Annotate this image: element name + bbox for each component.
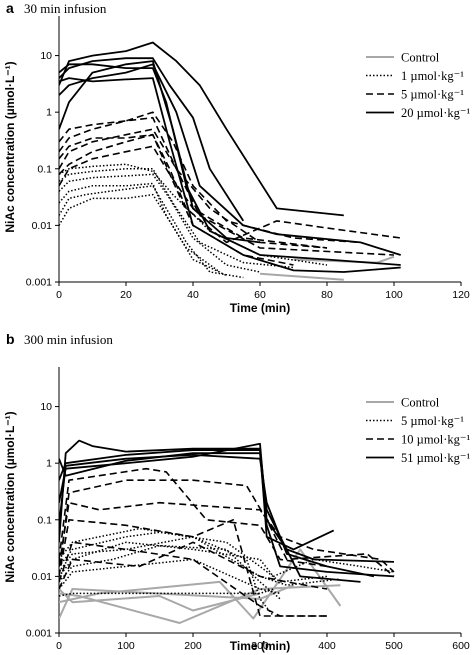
y-tick-label: 0.1 (37, 163, 52, 175)
legend-label-3: 51 µmol·kg⁻¹ (401, 451, 471, 465)
series-line-16 (59, 541, 328, 590)
y-tick-label: 1 (46, 458, 52, 470)
y-tick-label: 1 (46, 107, 52, 119)
series-line-0 (259, 272, 344, 281)
series-line-12 (59, 501, 395, 573)
series-line-2 (59, 185, 244, 279)
x-tick-label: 100 (117, 640, 135, 652)
panel-title: 300 min infusion (24, 332, 113, 347)
x-tick-label: 120 (452, 289, 470, 301)
x-tick-label: 20 (120, 289, 132, 301)
series-line-10 (59, 558, 281, 595)
series-line-18 (59, 442, 395, 563)
series-line-19 (59, 452, 395, 578)
x-tick-label: 80 (321, 289, 333, 301)
legend-label-2: 5 µmol·kg⁻¹ (401, 88, 464, 102)
series-line-3 (59, 173, 261, 273)
x-tick-label: 60 (254, 289, 266, 301)
panel-title: 30 min infusion (24, 1, 107, 16)
series-line-1 (59, 548, 342, 620)
x-axis-title: Time (min) (230, 639, 290, 653)
series-line-3 (59, 584, 294, 619)
series-line-15 (59, 57, 245, 222)
x-tick-label: 200 (184, 640, 202, 652)
x-tick-label: 500 (385, 640, 403, 652)
series-line-20 (59, 454, 375, 578)
y-tick-label: 10 (40, 401, 52, 413)
series-line-9 (59, 111, 361, 244)
panel-letter: b (6, 331, 15, 347)
y-tick-label: 0.001 (26, 277, 52, 289)
series-group (59, 439, 395, 624)
legend-label-1: 5 µmol·kg⁻¹ (401, 414, 464, 428)
x-tick-label: 40 (187, 289, 199, 301)
series-line-15 (59, 541, 327, 617)
y-tick-label: 0.1 (37, 514, 52, 526)
series-line-17 (59, 60, 261, 244)
y-tick-label: 0.01 (32, 571, 53, 583)
series-line-14 (59, 41, 344, 217)
x-tick-label: 600 (452, 640, 470, 652)
y-tick-label: 0.001 (26, 628, 52, 640)
x-tick-label: 300 (251, 640, 269, 652)
series-line-8 (59, 128, 328, 249)
legend-label-0: Control (401, 396, 440, 410)
y-tick-label: 0.01 (32, 220, 53, 232)
x-tick-label: 0 (56, 640, 62, 652)
y-axis-title: NiAc concentration (µmol·L⁻¹) (3, 411, 17, 582)
x-axis-title: Time (min) (230, 301, 290, 315)
series-line-16 (59, 63, 401, 256)
series-line-10 (59, 145, 328, 249)
series-line-13 (59, 479, 395, 578)
series-line-14 (59, 519, 327, 617)
y-tick-label: 10 (40, 50, 52, 62)
series-line-13 (59, 133, 401, 244)
legend-label-1: 1 µmol·kg⁻¹ (401, 69, 464, 83)
series-line-18 (59, 63, 401, 266)
legend-label-2: 10 µmol·kg⁻¹ (401, 433, 471, 447)
legend: Control 1 µmol·kg⁻¹ 5 µmol·kg⁻¹ 20 µmol·kg⁻… (366, 51, 471, 120)
series-line-12 (59, 133, 294, 266)
x-tick-label: 100 (385, 289, 403, 301)
y-axis-title: NiAc concentration (µmol·L⁻¹) (3, 61, 17, 232)
panel-letter: a (6, 0, 14, 16)
series-line-19 (59, 77, 401, 273)
legend-label-0: Control (401, 51, 440, 65)
series-line-11 (59, 116, 395, 256)
x-tick-label: 400 (318, 640, 336, 652)
series-line-7 (59, 193, 227, 277)
series-line-9 (59, 527, 274, 617)
series-group (59, 41, 401, 281)
legend: Control 5 µmol·kg⁻¹ 10 µmol·kg⁻¹ 51 µmol·kg… (366, 396, 471, 465)
legend-label-3: 20 µmol·kg⁻¹ (401, 106, 471, 120)
x-tick-label: 0 (56, 289, 62, 301)
series-line-17 (59, 439, 335, 551)
series-line-21 (59, 449, 361, 583)
